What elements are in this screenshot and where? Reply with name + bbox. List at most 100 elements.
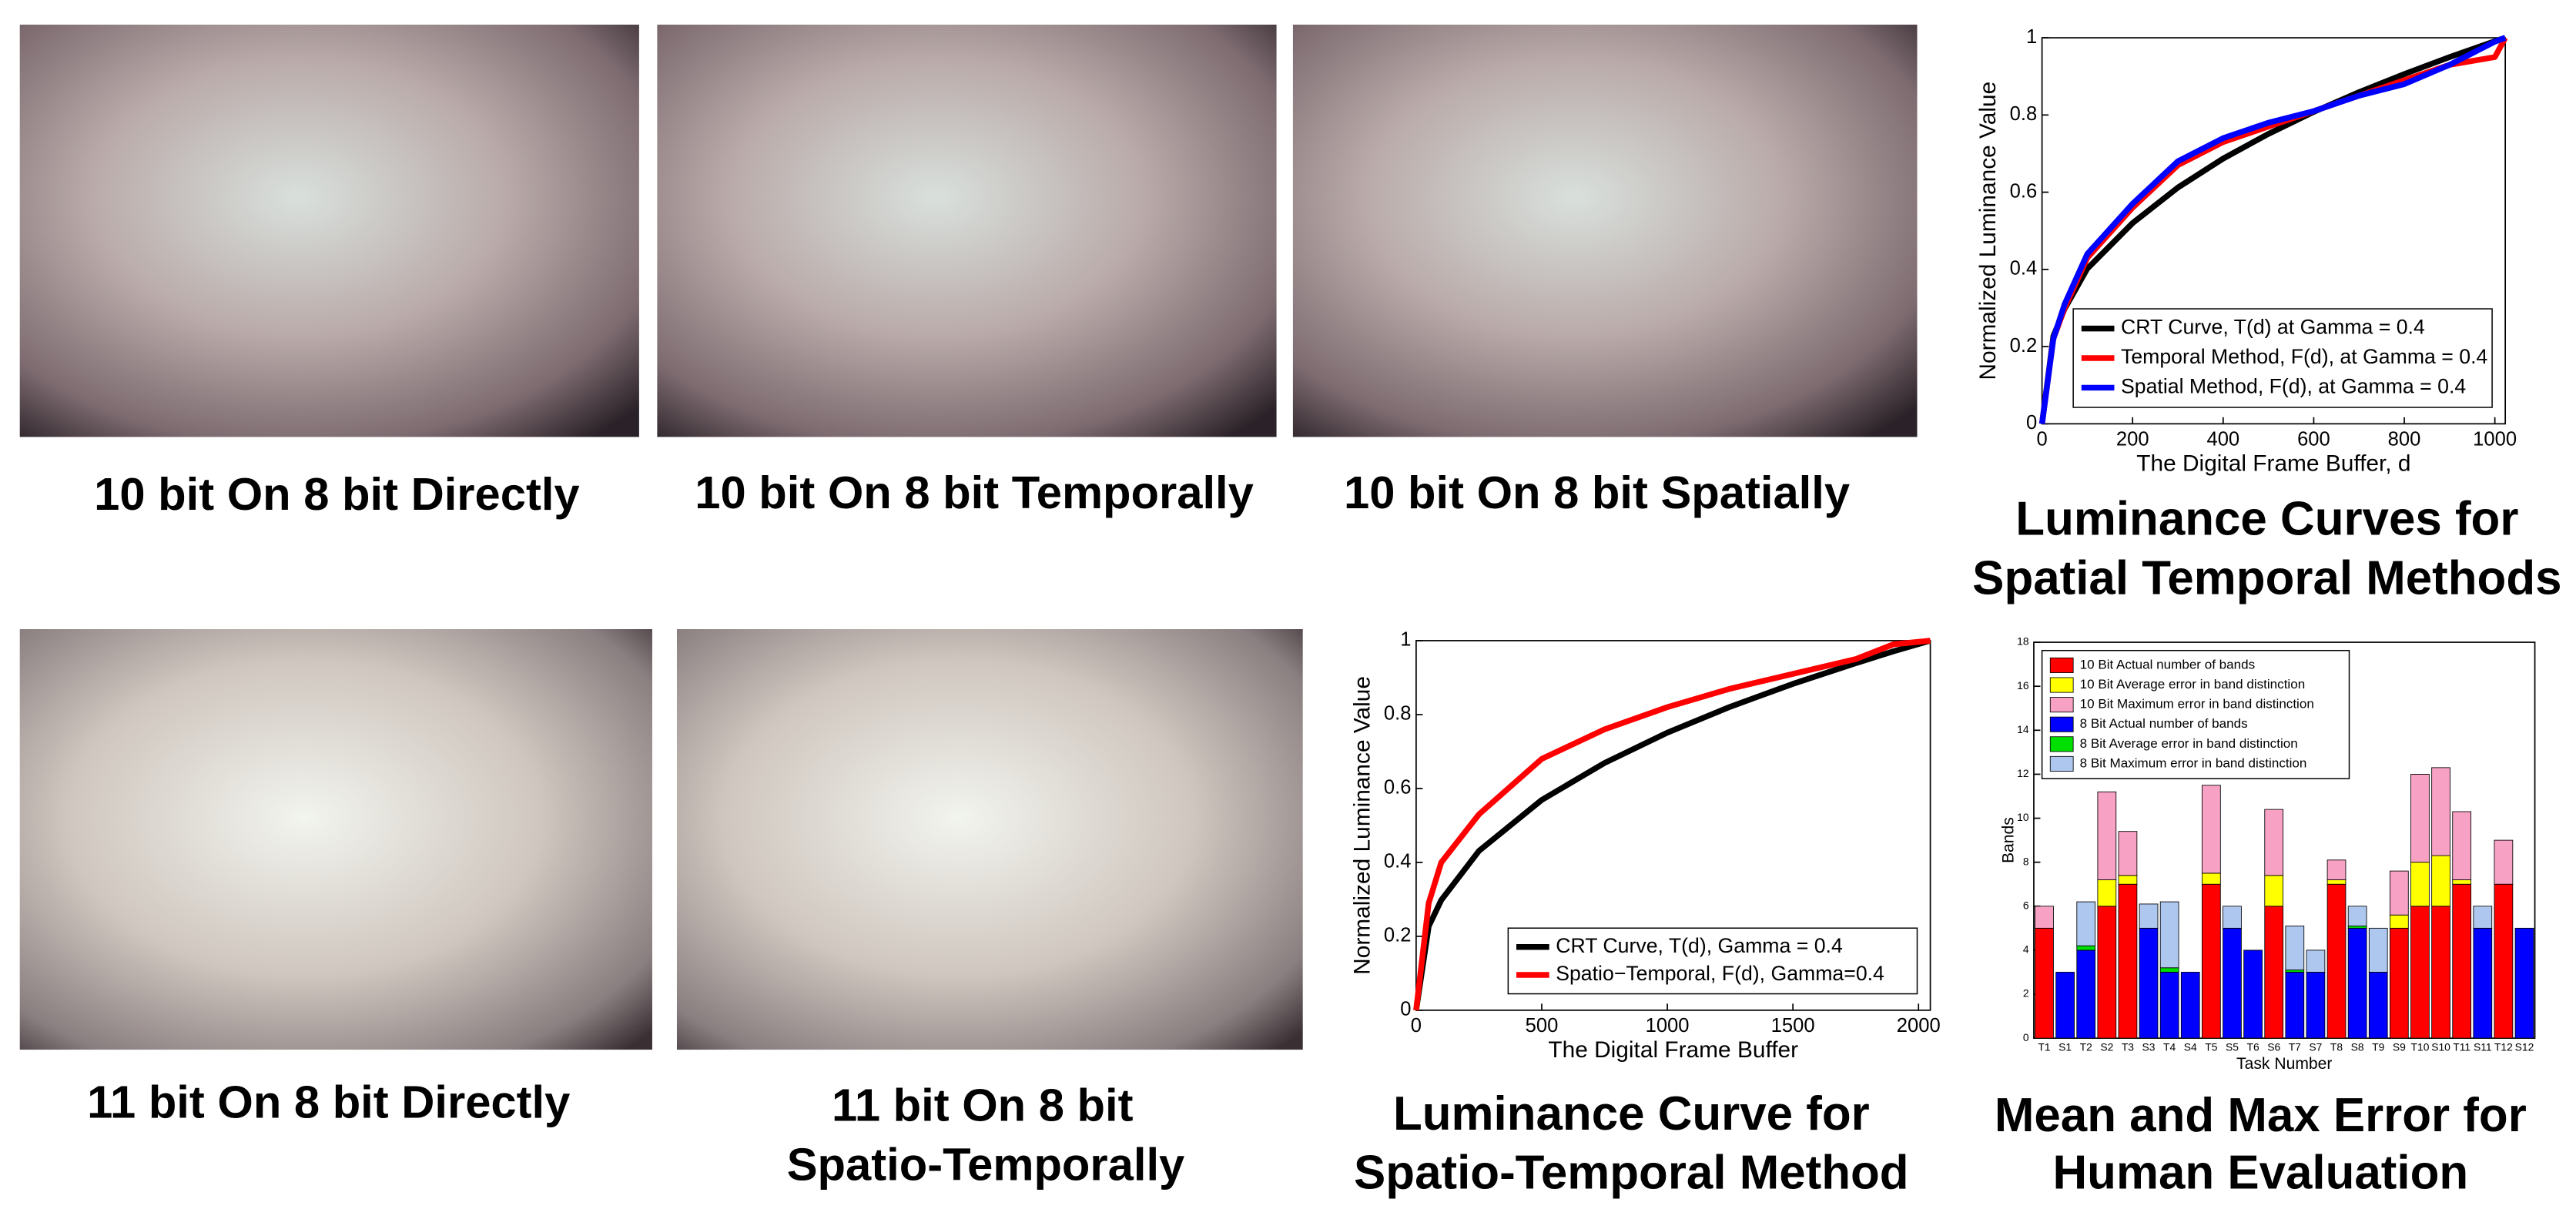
bar-segment (2411, 862, 2430, 906)
y-tick-label: 1 (1400, 629, 1411, 651)
bar-segment (2119, 884, 2137, 1038)
x-axis-label: The Digital Frame Buffer (1548, 1037, 1798, 1063)
y-axis-label: Bands (2000, 817, 2018, 863)
bar-segment (2139, 904, 2158, 928)
x-tick-label: S9 (2393, 1041, 2406, 1053)
y-tick-label: 0.8 (1384, 703, 1412, 725)
bar-segment (2348, 906, 2367, 926)
x-axis-label: The Digital Frame Buffer, d (2136, 451, 2410, 477)
y-axis-label: Normalized Luminance Value (1975, 82, 2001, 380)
x-tick-label: S6 (2267, 1041, 2280, 1053)
photo-caption: 10 bit On 8 bit Directly (94, 468, 580, 520)
figure: 10 bit On 8 bit Directly 10 bit On 8 bit… (0, 0, 2576, 1209)
x-tick-label: 600 (2297, 428, 2330, 450)
legend-label: CRT Curve, T(d) at Gamma = 0.4 (2121, 316, 2425, 339)
bar-segment (2223, 928, 2242, 1038)
legend-label: 10 Bit Actual number of bands (2080, 657, 2255, 671)
x-tick-label: 400 (2206, 428, 2239, 450)
y-tick-label: 10 (2017, 811, 2029, 823)
x-tick-label: S7 (2309, 1041, 2322, 1053)
y-tick-label: 16 (2017, 679, 2029, 692)
x-tick-label: S12 (2515, 1041, 2534, 1053)
bar-segment (2244, 950, 2263, 1038)
x-tick-label: S2 (2100, 1041, 2113, 1053)
bar-segment (2348, 928, 2367, 1038)
photo (677, 629, 1303, 1050)
bar-segment (2119, 876, 2137, 884)
bar-segment (2494, 884, 2513, 1038)
legend-swatch (2050, 698, 2073, 712)
bar-segment (2160, 968, 2179, 973)
y-tick-label: 0 (2026, 412, 2037, 434)
chart-title: Mean and Max Error for (1995, 1089, 2527, 1142)
y-tick-label: 12 (2017, 767, 2029, 779)
bar-segment (2348, 926, 2367, 928)
chart-title: Luminance Curve for (1393, 1087, 1870, 1140)
bar-segment (2306, 950, 2325, 973)
x-tick-label: S4 (2184, 1041, 2197, 1053)
bar-segment (2327, 860, 2346, 880)
bar-segment (2286, 926, 2304, 970)
bar-segment (2453, 812, 2471, 880)
y-tick-label: 1 (2026, 26, 2037, 48)
bar-segment (2056, 972, 2075, 1038)
bar-segment (2432, 768, 2450, 856)
bar-segment (2432, 906, 2450, 1038)
x-tick-label: 0 (2036, 428, 2047, 450)
y-tick-label: 0.6 (1384, 777, 1412, 799)
x-tick-label: 1000 (1646, 1015, 1690, 1037)
bar-segment (2119, 832, 2137, 876)
y-tick-label: 6 (2023, 899, 2029, 911)
bar-segment (2390, 871, 2408, 915)
x-tick-label: 800 (2388, 428, 2421, 450)
photo-caption: 11 bit On 8 bit Directly (87, 1076, 570, 1127)
legend-label: 8 Bit Maximum error in band distinction (2080, 755, 2307, 770)
bar-segment (2453, 884, 2471, 1038)
x-tick-label: 1000 (2473, 428, 2517, 450)
y-tick-label: 18 (2017, 635, 2029, 648)
legend-label: 10 Bit Maximum error in band distinction (2080, 697, 2314, 712)
legend-swatch (2050, 658, 2073, 672)
y-tick-label: 8 (2023, 855, 2029, 867)
x-tick-label: 0 (1411, 1015, 1422, 1037)
photo (1293, 25, 1918, 437)
y-tick-label: 0.4 (2010, 258, 2038, 280)
bar-segment (2265, 906, 2283, 1038)
y-tick-label: 0.2 (1384, 925, 1412, 946)
bar-segment (2474, 928, 2492, 1038)
photo-caption: 10 bit On 8 bit Spatially (1344, 467, 1850, 518)
y-tick-label: 0.4 (1384, 851, 1412, 872)
bar-segment (2202, 785, 2220, 873)
bar-segment (2223, 906, 2242, 929)
x-axis-label: Task Number (2236, 1055, 2332, 1073)
x-tick-label: 500 (1526, 1015, 1559, 1037)
x-tick-label: 200 (2116, 428, 2149, 450)
x-tick-label: S8 (2351, 1041, 2364, 1053)
x-tick-label: S3 (2142, 1041, 2156, 1053)
legend-label: 8 Bit Average error in band distinction (2080, 736, 2298, 751)
x-tick-label: 1500 (1771, 1015, 1815, 1037)
bar-segment (2411, 906, 2430, 1038)
bar-segment (2077, 950, 2095, 1038)
bar-segment (2202, 873, 2220, 884)
photo (20, 629, 652, 1050)
x-tick-label: T11 (2453, 1041, 2470, 1053)
chart-title: Luminance Curves for (2015, 493, 2518, 546)
y-tick-label: 0 (1400, 999, 1411, 1020)
legend-label: CRT Curve, T(d), Gamma = 0.4 (1556, 934, 1843, 957)
legend-label: 10 Bit Average error in band distinction (2080, 677, 2306, 692)
bar-segment (2515, 928, 2534, 1038)
bar-segment (2265, 809, 2283, 876)
x-tick-label: S5 (2226, 1041, 2239, 1053)
chart-title: Human Evaluation (2053, 1147, 2469, 1200)
legend-swatch (2050, 756, 2073, 771)
legend-label: Spatial Method, F(d), at Gamma = 0.4 (2121, 374, 2466, 397)
chart-title: Spatio-Temporal Method (1354, 1147, 1909, 1200)
bar-segment (2306, 972, 2325, 1038)
y-tick-label: 14 (2017, 723, 2029, 735)
x-tick-label: T12 (2494, 1041, 2513, 1053)
bar-segment (2098, 906, 2116, 1038)
legend-swatch (2050, 737, 2073, 752)
bar-segment (2327, 880, 2346, 885)
photo-caption: 10 bit On 8 bit Temporally (695, 467, 1254, 518)
